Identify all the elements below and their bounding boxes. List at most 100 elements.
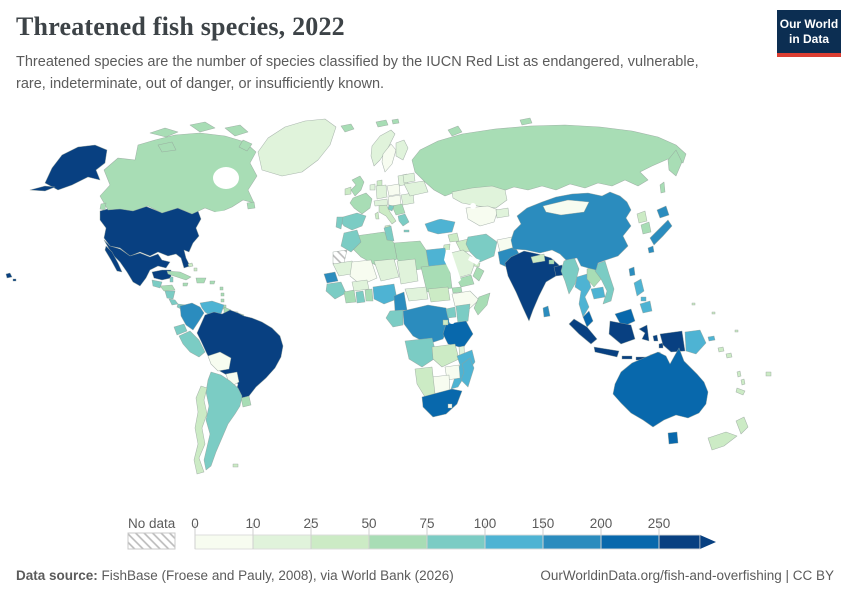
country-ecuador[interactable]: Ecuador: [173, 323, 188, 336]
country-portugal[interactable]: Portugal: [335, 216, 344, 230]
country-myanmar[interactable]: Myanmar: [560, 256, 580, 295]
country-switzerland-austria[interactable]: Switzerland / Austria: [373, 198, 389, 207]
country-somalia[interactable]: Somalia: [473, 292, 491, 316]
country-hawaii[interactable]: United States (Hawaii): [12, 278, 17, 282]
country-philippines[interactable]: Philippines: [633, 278, 645, 297]
country-new-zealand[interactable]: New Zealand: [707, 431, 738, 451]
country-south-africa[interactable]: South Africa: [421, 388, 463, 418]
country-tasmania[interactable]: Australia (Tasmania): [667, 431, 679, 445]
country-greece[interactable]: Greece: [397, 213, 410, 227]
country-canada-arctic[interactable]: Canada (Arctic islands): [189, 121, 216, 133]
country-uganda[interactable]: Uganda: [445, 306, 457, 319]
country-alaska[interactable]: United States (Alaska): [29, 185, 56, 192]
country-france[interactable]: France: [349, 192, 373, 215]
country-guatemala[interactable]: Guatemala: [151, 279, 163, 289]
country-poland[interactable]: Poland: [386, 183, 401, 197]
country-ghana[interactable]: Ghana: [355, 290, 366, 304]
country-niger[interactable]: Niger: [373, 258, 400, 282]
country-peru[interactable]: Peru: [178, 330, 206, 358]
country-central-asia[interactable]: Uzbekistan / Turkmenistan: [465, 205, 499, 227]
country-morocco[interactable]: Morocco: [340, 229, 362, 253]
country-colombia[interactable]: Colombia: [179, 302, 205, 331]
country-cuba[interactable]: Cuba: [166, 270, 192, 281]
country-jamaica[interactable]: Jamaica: [182, 282, 189, 287]
country-rwanda-burundi[interactable]: Rwanda / Burundi: [442, 319, 449, 326]
country-russia[interactable]: Russia: [667, 149, 683, 177]
legend-segment-7[interactable]: [600, 534, 660, 550]
country-congo-gabon[interactable]: Congo / Gabon: [385, 309, 404, 328]
country-japan[interactable]: Japan: [656, 205, 670, 219]
country-lesser-antilles[interactable]: Lesser Antilles: [220, 298, 225, 303]
country-yemen[interactable]: Yemen: [456, 274, 475, 288]
country-balkans[interactable]: Balkans: [391, 203, 406, 216]
country-lesser-antilles[interactable]: Lesser Antilles: [219, 286, 224, 291]
owid-logo[interactable]: Our World in Data: [777, 10, 841, 57]
country-argentina[interactable]: Argentina: [203, 371, 243, 471]
country-kyrgyzstan-tajikistan[interactable]: Kyrgyzstan / Tajikistan: [495, 207, 510, 219]
country-corsica-sardinia[interactable]: Corsica / Sardinia: [374, 211, 380, 220]
country-micronesia[interactable]: Pacific island states: [711, 311, 716, 315]
country-cambodia[interactable]: Cambodia: [590, 286, 606, 300]
legend-segment-1[interactable]: [252, 534, 312, 550]
country-bahamas[interactable]: Bahamas: [187, 262, 194, 268]
country-japan[interactable]: Japan: [647, 245, 655, 254]
country-nigeria[interactable]: Nigeria: [372, 283, 398, 305]
legend-segment-4[interactable]: [426, 534, 486, 550]
country-russian-arctic-islands[interactable]: Russian Arctic islands: [519, 117, 533, 126]
country-togo-benin[interactable]: Togo / Benin: [364, 288, 374, 302]
country-indonesia[interactable]: Indonesia: [568, 318, 598, 345]
country-honduras[interactable]: Honduras: [159, 284, 176, 292]
country-tunisia[interactable]: Tunisia: [383, 225, 395, 242]
country-hispaniola[interactable]: Haiti / Dominican Republic: [195, 277, 207, 284]
country-china[interactable]: China: [510, 191, 632, 271]
country-vietnam[interactable]: Vietnam: [594, 260, 615, 305]
country-finland[interactable]: Finland: [395, 139, 409, 161]
country-australia[interactable]: Australia: [612, 347, 709, 428]
country-indonesia[interactable]: Indonesia: [621, 355, 633, 360]
country-sri-lanka[interactable]: Sri Lanka: [542, 305, 551, 318]
country-canada[interactable]: Canada: [99, 132, 258, 215]
country-indonesia[interactable]: Indonesia: [652, 334, 659, 342]
country-russia[interactable]: Russia: [659, 181, 666, 194]
country-alaska[interactable]: United States (Alaska): [44, 144, 108, 191]
country-micronesia[interactable]: Pacific island states: [734, 329, 739, 333]
legend-segment-5[interactable]: [484, 534, 544, 550]
country-svalbard[interactable]: Svalbard: [391, 118, 400, 125]
country-canada-arctic[interactable]: Canada (Arctic islands): [224, 124, 249, 137]
country-papua-new-guinea[interactable]: Papua New Guinea: [684, 329, 707, 355]
country-indonesia[interactable]: Indonesia: [593, 346, 620, 358]
country-oman[interactable]: Oman: [472, 266, 485, 282]
country-mexico[interactable]: Mexico: [104, 245, 123, 273]
country-bhutan[interactable]: Bhutan: [548, 259, 555, 265]
country-indonesia[interactable]: Indonesia: [659, 330, 686, 353]
country-japan[interactable]: Japan: [649, 219, 673, 246]
country-chad[interactable]: Chad: [396, 258, 419, 285]
country-indonesia[interactable]: Indonesia: [608, 320, 636, 345]
country-madagascar[interactable]: Madagascar: [460, 357, 475, 388]
country-ivory-coast[interactable]: Côte d'Ivoire: [343, 289, 357, 304]
country-lesser-antilles[interactable]: Lesser Antilles: [220, 292, 225, 297]
country-canada[interactable]: Canada: [99, 202, 107, 211]
country-lesotho[interactable]: Lesotho: [447, 403, 453, 409]
country-belarus[interactable]: Belarus: [402, 172, 416, 184]
country-south-korea[interactable]: South Korea: [640, 221, 652, 235]
country-angola[interactable]: Angola: [404, 337, 438, 368]
legend-segment-3[interactable]: [368, 534, 428, 550]
country-kazakhstan[interactable]: Kazakhstan: [451, 185, 508, 209]
owid-url-link[interactable]: OurWorldinData.org/fish-and-overfishing …: [540, 568, 834, 583]
country-solomon-islands[interactable]: Solomon Islands: [725, 352, 733, 359]
country-philippines[interactable]: Philippines: [640, 296, 647, 302]
country-philippines[interactable]: Philippines: [639, 300, 653, 314]
country-bolivia[interactable]: Bolivia: [207, 351, 232, 372]
country-malaysia[interactable]: Malaysia: [582, 310, 594, 328]
country-svalbard[interactable]: Svalbard: [375, 119, 389, 128]
legend-no-data-swatch[interactable]: [127, 532, 176, 550]
country-taiwan[interactable]: Taiwan: [628, 266, 636, 277]
country-iceland[interactable]: Iceland: [340, 123, 355, 133]
country-costa-rica[interactable]: Costa Rica: [168, 298, 179, 306]
country-puerto-rico[interactable]: Puerto Rico: [209, 280, 216, 285]
country-falkland-islands[interactable]: Falkland Islands: [232, 463, 239, 468]
country-mali[interactable]: Mali: [349, 259, 378, 286]
country-north-korea[interactable]: North Korea: [636, 210, 648, 224]
country-canada-arctic[interactable]: Canada (Arctic islands): [157, 141, 177, 153]
